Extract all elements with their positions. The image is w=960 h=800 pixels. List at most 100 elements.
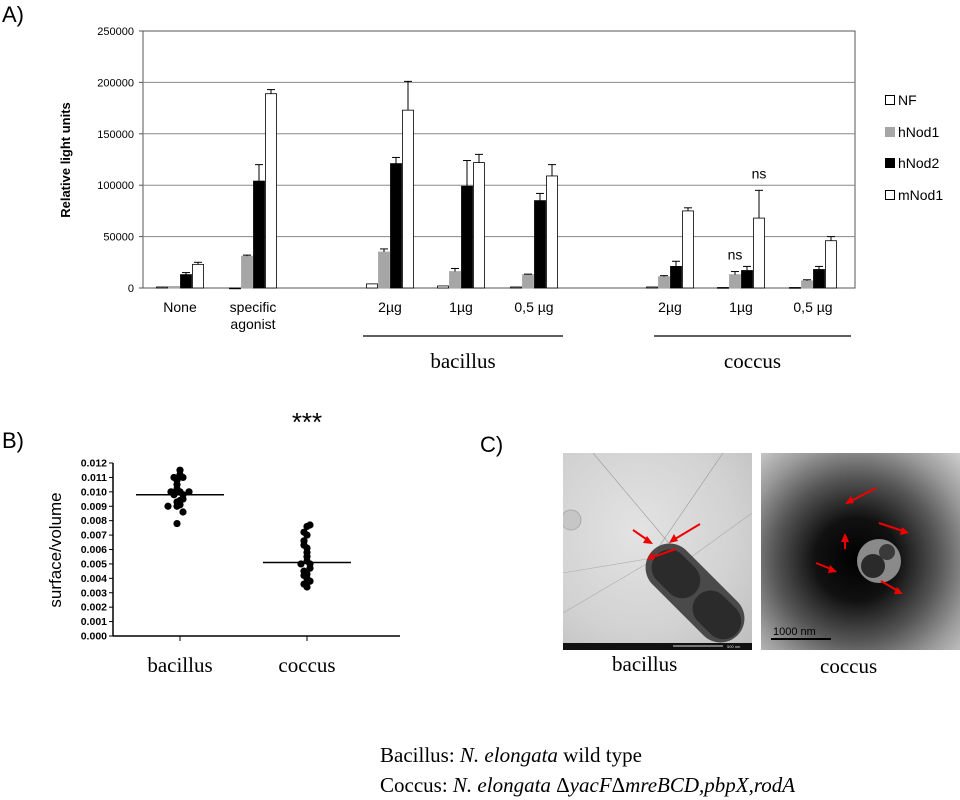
x-tick-label: 1µg — [449, 299, 473, 315]
data-point-coccus — [303, 522, 311, 531]
legend-swatch — [885, 95, 895, 105]
data-point-bacillus — [173, 502, 181, 510]
x-tick-label: 2µg — [378, 299, 402, 315]
x-tick-label: agonist — [230, 316, 275, 332]
bacillus-micrograph-label: bacillus — [612, 652, 678, 676]
bar-hnod1 — [801, 280, 813, 289]
data-point-coccus — [306, 564, 314, 572]
x-tick-label: None — [163, 299, 197, 315]
y-tick-label: 0.003 — [81, 587, 107, 599]
scatter-chart: 0.000 0.001 0.002 0.003 0.004 0.005 0.006 0.007… — [46, 407, 400, 677]
plot-frame — [142, 30, 856, 289]
x-tick-label: 0,5 µg — [793, 299, 832, 315]
y-axis-label: surface/volume — [46, 492, 65, 607]
legend-label: hNod1 — [898, 124, 940, 140]
panel-b-label: B) — [2, 428, 24, 453]
coccus-micrograph: 1000 nm — [761, 453, 960, 650]
x-tick-label: coccus — [278, 653, 335, 677]
legend-item-nf: NF — [885, 92, 917, 108]
bar-nf — [156, 286, 168, 289]
bar-mnod1 — [546, 175, 558, 289]
bar-nf — [646, 286, 658, 289]
caption-line-1: Bacillus: N. elongata wild type — [380, 743, 642, 767]
bar-hnod1 — [449, 271, 461, 289]
bar-hnod2 — [534, 200, 546, 289]
y-tick-label: 0.001 — [81, 616, 107, 628]
bar-hnod2 — [180, 274, 192, 289]
bar-mnod1 — [265, 93, 277, 289]
y-tick-label: 200000 — [97, 77, 134, 89]
bar-nf — [437, 285, 449, 289]
y-tick-label: 250000 — [97, 26, 134, 38]
legend-label: mNod1 — [898, 187, 944, 203]
y-tick-label: 50000 — [103, 232, 134, 244]
significance-stars: *** — [292, 407, 322, 437]
bar-nf — [366, 283, 378, 289]
bar-mnod1 — [825, 240, 837, 289]
x-tick-label: 2µg — [658, 299, 682, 315]
legend-item-hnod2: hNod2 — [885, 155, 939, 171]
bar-hnod2 — [253, 180, 265, 289]
y-tick-label: 0.005 — [81, 558, 107, 570]
bar-hnod2 — [813, 269, 825, 289]
legend-item-hnod1: hNod1 — [885, 124, 939, 140]
bar-mnod1 — [473, 162, 485, 289]
y-tick-label: 0.009 — [81, 501, 107, 513]
data-point-coccus — [303, 583, 311, 591]
y-tick-label: 0.012 — [81, 458, 107, 470]
bacillus-scale-label: 500 nm — [727, 644, 741, 649]
x-tick-label: specific — [230, 299, 277, 315]
y-tick-label: 0.000 — [81, 631, 107, 643]
legend-label: hNod2 — [898, 155, 940, 171]
bar-nf — [229, 287, 241, 290]
bar-chart: 0 50000 100000 150000 200000 250000 Relative l… — [58, 26, 856, 373]
bar-hnod1 — [168, 286, 180, 289]
bar-mnod1 — [682, 210, 694, 289]
y-tick-label: 0.010 — [81, 486, 107, 498]
bar-mnod1 — [402, 109, 414, 289]
x-tick-label: bacillus — [147, 653, 212, 677]
legend-swatch — [885, 158, 895, 168]
y-tick-label: 0.007 — [81, 530, 107, 542]
data-point-coccus — [306, 577, 314, 585]
y-axis-label: Relative light units — [58, 102, 73, 218]
bar-hnod2 — [670, 266, 682, 289]
group-label-coccus: coccus — [724, 349, 781, 373]
bar-mnod1 — [192, 263, 204, 289]
caption-line-2: Coccus: N. elongata ΔyacFΔmreBCD,pbpX,ro… — [380, 773, 796, 797]
bar-hnod1 — [241, 255, 253, 289]
data-point-bacillus — [173, 519, 181, 528]
ns-annotation: ns — [728, 247, 743, 263]
bar-hnod2 — [741, 270, 753, 289]
bar-mnod1 — [753, 217, 765, 289]
bacillus-micrograph: 500 nm — [563, 453, 752, 650]
bar-nf — [717, 287, 729, 289]
y-tick-label: 0 — [128, 283, 134, 295]
x-tick-label: 1µg — [729, 299, 753, 315]
data-point-bacillus — [179, 508, 187, 516]
y-tick-label: 100000 — [97, 180, 134, 192]
coccus-micrograph-label: coccus — [820, 654, 878, 678]
legend-swatch — [885, 127, 895, 137]
ns-annotation: ns — [752, 165, 767, 181]
bar-hnod2 — [390, 163, 402, 289]
bar-hnod1 — [658, 276, 670, 289]
legend-item-mnod1: mNod1 — [885, 187, 943, 203]
x-tick-label: 0,5 µg — [514, 299, 553, 315]
panel-c-label: C) — [480, 432, 504, 457]
bar-hnod1 — [378, 251, 390, 289]
y-tick-label: 0.011 — [81, 472, 107, 484]
y-tick-label: 0.008 — [81, 515, 107, 527]
bar-hnod1 — [729, 274, 741, 289]
data-point-coccus — [303, 531, 311, 539]
y-tick-label: 150000 — [97, 129, 134, 141]
data-point-coccus — [297, 560, 305, 568]
bar-nf — [510, 286, 522, 289]
legend-label: NF — [898, 92, 917, 108]
y-tick-label: 0.002 — [81, 602, 107, 614]
legend-swatch — [885, 190, 895, 200]
bar-nf — [789, 287, 801, 289]
data-point-bacillus — [164, 502, 172, 510]
group-label-bacillus: bacillus — [430, 349, 495, 373]
y-tick-label: 0.004 — [81, 573, 107, 585]
